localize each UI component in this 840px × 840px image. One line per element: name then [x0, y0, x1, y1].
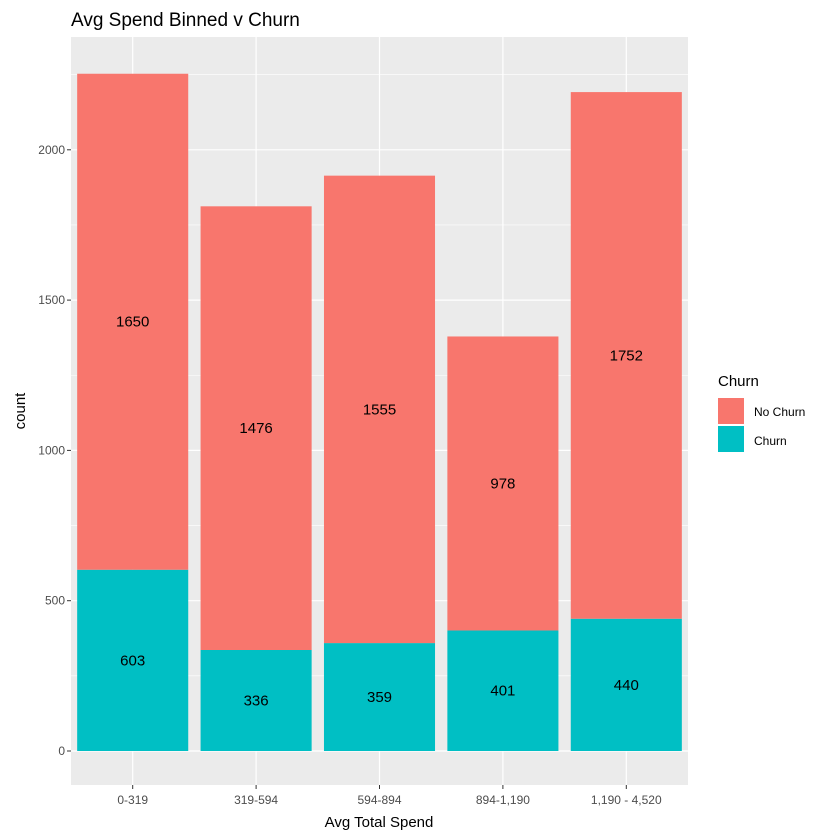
data-label-no-churn: 1476	[239, 420, 272, 437]
legend-label-churn: Churn	[754, 434, 787, 448]
data-label-no-churn: 1555	[363, 401, 396, 418]
x-axis-title: Avg Total Spend	[325, 814, 434, 831]
bar-churn	[447, 630, 559, 751]
y-tick-label: 2000	[38, 143, 65, 157]
bar-no-churn	[323, 175, 436, 644]
bar-churn	[323, 643, 436, 751]
data-label-churn: 603	[120, 652, 145, 669]
x-tick-label: 894-1,190	[476, 793, 530, 807]
y-tick-label: 1000	[38, 443, 65, 457]
x-tick-label: 1,190 - 4,520	[591, 793, 662, 807]
data-label-churn: 401	[490, 683, 515, 700]
y-axis: 0 500 1000 1500 2000	[38, 143, 71, 758]
legend-key-churn	[718, 426, 744, 452]
data-labels: 603 1650 336 1476 359 1555 401 978 440 1752	[116, 314, 643, 710]
x-tick-label: 319-594	[234, 793, 278, 807]
y-tick-label: 0	[58, 744, 65, 758]
x-tick-label: 594-894	[357, 793, 401, 807]
bar-no-churn	[447, 336, 559, 631]
legend: Churn No Churn Churn	[718, 373, 805, 452]
y-tick-label: 1500	[38, 293, 65, 307]
data-label-churn: 359	[367, 689, 392, 706]
legend-key-no-churn	[718, 398, 744, 424]
legend-label-no-churn: No Churn	[754, 405, 805, 419]
chart-title: Avg Spend Binned v Churn	[71, 10, 300, 31]
x-axis: 0-319 319-594 594-894 894-1,190 1,190 - 4,52…	[117, 785, 662, 807]
data-label-no-churn: 1650	[116, 314, 149, 331]
bar-no-churn	[570, 92, 682, 619]
bar-churn	[570, 618, 682, 751]
bar-churn	[77, 569, 189, 751]
bar-no-churn	[77, 73, 189, 570]
data-label-no-churn: 978	[490, 475, 515, 492]
data-label-churn: 440	[614, 677, 639, 694]
bar-no-churn	[200, 206, 312, 650]
data-label-no-churn: 1752	[610, 347, 643, 364]
x-tick-label: 0-319	[117, 793, 148, 807]
y-axis-title: count	[12, 392, 29, 430]
data-label-churn: 336	[244, 692, 269, 709]
bar-churn	[200, 649, 312, 751]
legend-title: Churn	[718, 373, 759, 390]
bars	[77, 73, 682, 751]
y-tick-label: 500	[45, 594, 65, 608]
